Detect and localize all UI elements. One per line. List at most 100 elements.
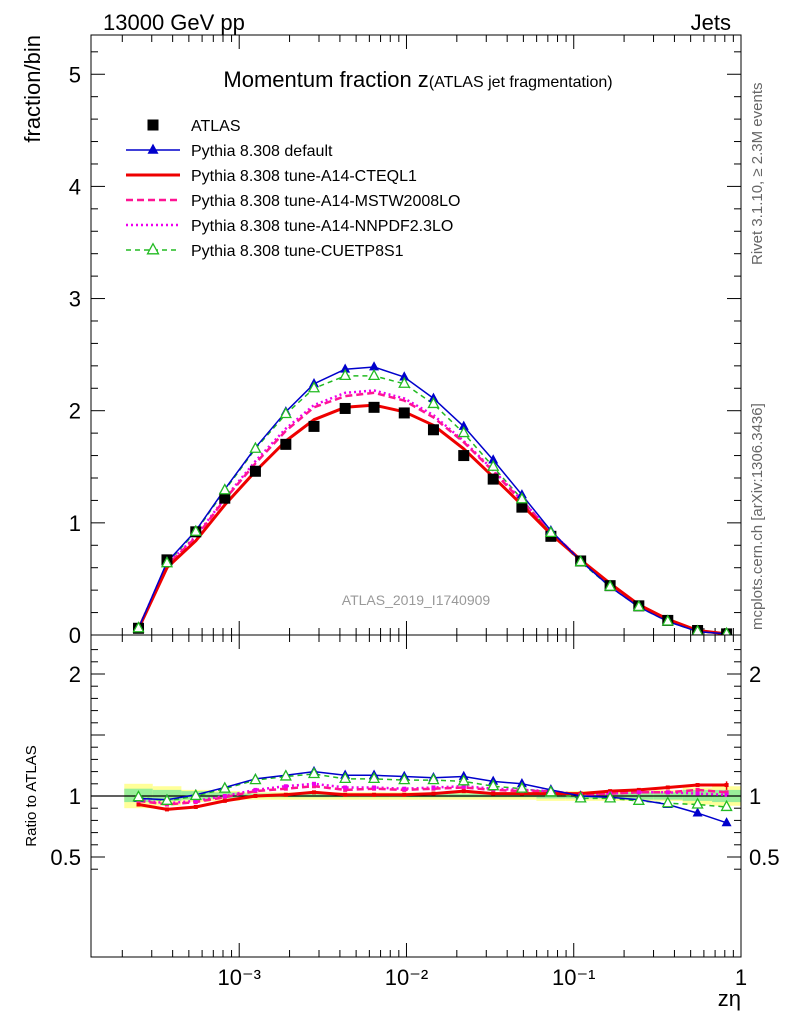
main-point-marker bbox=[249, 465, 261, 477]
main-point-marker bbox=[368, 401, 380, 413]
main-panel: 0 1 2 3 4 5 fraction/bin Momentum fraction z(… bbox=[20, 34, 742, 648]
main-series-line bbox=[137, 391, 727, 635]
ratio-x-axis: 10⁻³ 10⁻² 10⁻¹ 1 bbox=[121, 635, 747, 990]
ratio-point bbox=[253, 794, 258, 798]
legend-marker bbox=[147, 143, 159, 154]
analysis-id-label: ATLAS_2019_I1740909 bbox=[342, 592, 491, 608]
ratio-point bbox=[283, 784, 288, 789]
ratio-point-marker bbox=[604, 791, 617, 803]
main-point-marker bbox=[398, 407, 410, 419]
ratio-point bbox=[164, 807, 169, 812]
main-series-line bbox=[137, 389, 727, 635]
main-point-marker bbox=[488, 454, 499, 464]
main-series-layer bbox=[132, 361, 733, 635]
ratio-y-tick-label-right: 1 bbox=[749, 784, 761, 809]
ratio-point bbox=[695, 791, 700, 796]
main-y-tick-label: 3 bbox=[69, 287, 81, 312]
legend-item: ATLAS bbox=[147, 118, 241, 135]
ratio-point bbox=[193, 804, 198, 809]
ratio-point-marker bbox=[457, 774, 470, 786]
main-point-marker bbox=[691, 624, 704, 635]
ratio-point bbox=[311, 781, 316, 786]
main-point-marker bbox=[487, 473, 499, 485]
category-label: Jets bbox=[691, 10, 731, 35]
main-point-marker bbox=[398, 376, 411, 388]
legend-label: Pythia 8.308 tune-A14-NNPDF2.3LO bbox=[191, 218, 453, 235]
main-point-marker bbox=[132, 621, 145, 633]
ratio-point bbox=[695, 783, 700, 788]
ratio-series-layer bbox=[132, 765, 733, 827]
ratio-point bbox=[461, 784, 466, 789]
ratio-point bbox=[283, 792, 288, 797]
main-point-marker bbox=[367, 368, 381, 381]
main-point-marker bbox=[574, 554, 587, 567]
x-tick-label: 10⁻² bbox=[385, 965, 428, 990]
ratio-point-marker bbox=[427, 773, 440, 785]
ratio-point-marker bbox=[487, 779, 500, 791]
legend-item: Pythia 8.308 tune-A14-CTEQL1 bbox=[126, 168, 417, 185]
ratio-point bbox=[402, 786, 407, 791]
rivet-info: Rivet 3.1.10, ≥ 2.3M events bbox=[749, 83, 766, 266]
ratio-point bbox=[695, 787, 700, 792]
legend-label: Pythia 8.308 default bbox=[191, 143, 333, 160]
main-point-marker bbox=[399, 371, 410, 381]
legend-marker bbox=[147, 119, 159, 131]
main-x-axis bbox=[121, 35, 742, 635]
main-point-marker bbox=[249, 441, 262, 453]
ratio-point-marker bbox=[691, 797, 704, 809]
ratio-point-marker bbox=[720, 799, 733, 812]
main-point-marker bbox=[218, 483, 231, 495]
main-point-marker bbox=[279, 406, 292, 419]
ratio-y-tick-label-right: 0.5 bbox=[749, 845, 780, 870]
ratio-point bbox=[636, 790, 641, 795]
ratio-point-marker bbox=[574, 791, 587, 803]
ratio-y-tick-label-right: 2 bbox=[749, 662, 761, 687]
ratio-y-tick-label: 1 bbox=[69, 784, 81, 809]
x-tick-label: 10⁻³ bbox=[217, 965, 260, 990]
main-y-axis-label: fraction/bin bbox=[20, 35, 45, 143]
ratio-point-marker bbox=[692, 807, 703, 817]
legend: ATLAS Pythia 8.308 default Pythia 8.308 tu… bbox=[126, 118, 460, 260]
ratio-point bbox=[311, 790, 316, 795]
main-point-marker bbox=[160, 556, 174, 568]
ratio-point-marker bbox=[544, 785, 557, 797]
main-point-marker bbox=[219, 492, 231, 504]
ratio-point bbox=[665, 790, 670, 795]
legend-label: Pythia 8.308 tune-A14-MSTW2008LO bbox=[191, 193, 460, 210]
main-point-marker bbox=[340, 363, 351, 373]
ratio-point bbox=[222, 794, 227, 798]
ratio-point-marker bbox=[307, 766, 321, 779]
chart-title-main: Momentum fraction z bbox=[223, 67, 428, 92]
ratio-point-marker bbox=[661, 796, 674, 808]
ratio-y-tick-label: 0.5 bbox=[50, 845, 81, 870]
ratio-point-marker bbox=[249, 773, 262, 785]
main-point-marker bbox=[339, 402, 351, 414]
main-point-marker bbox=[515, 492, 529, 504]
main-frame bbox=[90, 34, 742, 636]
ratio-point-marker bbox=[632, 793, 645, 805]
main-point-marker bbox=[427, 396, 440, 409]
ratio-point bbox=[372, 785, 377, 790]
ratio-point bbox=[519, 791, 524, 796]
main-point-marker bbox=[722, 626, 732, 635]
main-y-axis: 0 1 2 3 4 5 bbox=[69, 51, 741, 648]
ratio-point-marker bbox=[367, 771, 381, 784]
main-point-marker bbox=[369, 361, 380, 371]
ratio-point bbox=[636, 787, 641, 792]
ratio-point bbox=[311, 784, 316, 789]
main-point-marker bbox=[458, 420, 469, 430]
main-point-marker bbox=[457, 426, 470, 438]
ratio-point bbox=[343, 785, 348, 790]
ratio-band-green bbox=[448, 793, 479, 798]
main-y-tick-label: 4 bbox=[69, 174, 81, 199]
main-point-marker bbox=[189, 524, 202, 536]
ratio-panel: 0.5 0.51 12 2 10⁻³ 10⁻² 10⁻¹ 1 Ratio to ATLAS … bbox=[23, 634, 780, 1011]
x-axis-label: zη bbox=[718, 986, 741, 1011]
ratio-point bbox=[343, 792, 348, 797]
legend-marker bbox=[146, 242, 160, 255]
ratio-point bbox=[461, 789, 466, 794]
ratio-point bbox=[343, 787, 348, 792]
ratio-point-marker bbox=[339, 771, 352, 784]
ratio-y-axis: 0.5 0.5 1 1 2 2 bbox=[50, 649, 780, 870]
legend-item: Pythia 8.308 tune-CUETP8S1 bbox=[126, 242, 404, 260]
